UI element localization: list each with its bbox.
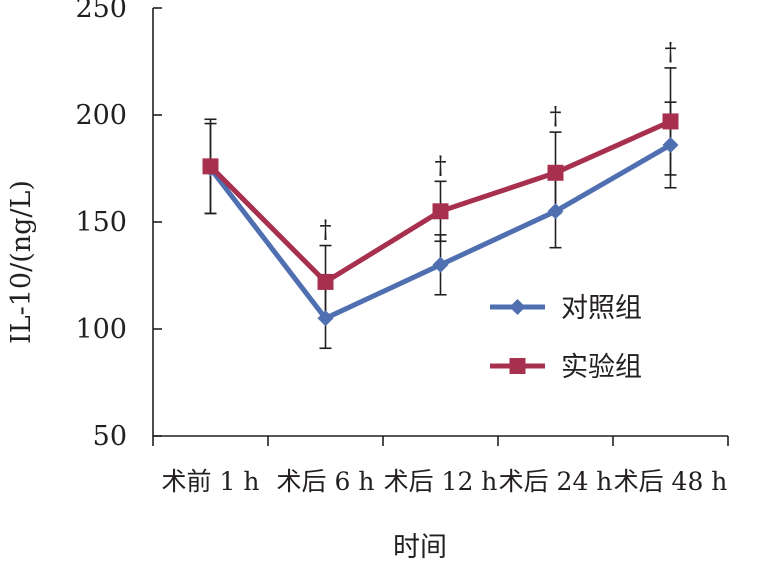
significance-marks: † † † † bbox=[320, 38, 677, 244]
legend-label-1: 对照组 bbox=[561, 293, 642, 324]
legend-marker-diamond bbox=[509, 299, 526, 315]
y-tick-label: 50 bbox=[93, 421, 127, 452]
x-tick-label: 术后 6 h bbox=[277, 467, 375, 496]
y-tick-label: 100 bbox=[75, 314, 127, 345]
data-point-square bbox=[662, 113, 679, 130]
significance-dagger: † bbox=[435, 151, 447, 179]
legend-label-2: 实验组 bbox=[561, 352, 642, 383]
y-axis-title: IL-10/(ng/L) bbox=[6, 180, 37, 344]
y-tick-label: 250 bbox=[75, 0, 127, 24]
data-point-square bbox=[432, 203, 449, 220]
data-point-square bbox=[317, 273, 334, 290]
legend-marker-square bbox=[509, 358, 526, 374]
x-tick-label: 术后 12 h bbox=[384, 467, 498, 496]
x-tick-label: 术后 24 h bbox=[499, 467, 613, 496]
data-point-diamond bbox=[547, 203, 564, 220]
data-point-diamond bbox=[317, 310, 334, 327]
data-point-diamond bbox=[432, 256, 449, 273]
x-tick-label: 术前 1 h bbox=[162, 467, 260, 496]
x-tick-label: 术后 48 h bbox=[614, 467, 728, 496]
data-point-diamond bbox=[662, 136, 679, 153]
x-axis-title: 时间 bbox=[393, 532, 447, 563]
series-markers bbox=[202, 113, 679, 327]
y-tick-label: 200 bbox=[75, 100, 127, 131]
significance-dagger: † bbox=[320, 216, 332, 244]
y-ticks: 50 100 150 200 250 bbox=[75, 0, 162, 452]
data-point-square bbox=[202, 158, 219, 175]
x-ticks: 术前 1 h 术后 6 h 术后 12 h 术后 24 h 术后 48 h bbox=[152, 436, 729, 496]
data-point-square bbox=[547, 164, 564, 181]
y-tick-label: 150 bbox=[75, 207, 127, 238]
significance-dagger: † bbox=[665, 38, 677, 66]
significance-dagger: † bbox=[550, 102, 562, 130]
